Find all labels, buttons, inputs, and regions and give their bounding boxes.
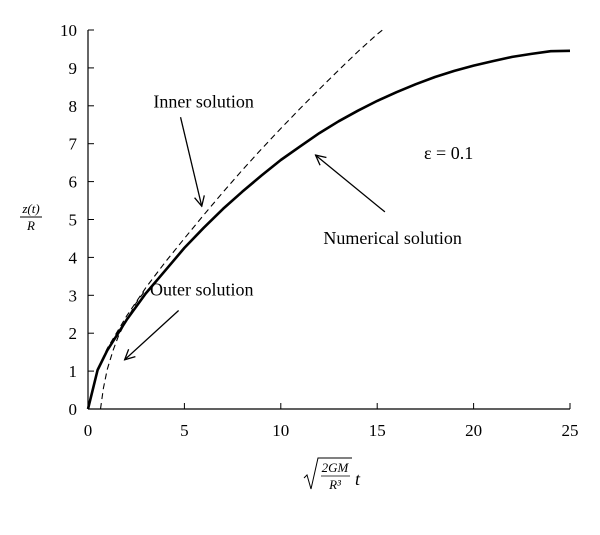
y-tick: 6 bbox=[69, 173, 94, 192]
x-tick: 5 bbox=[180, 403, 189, 440]
x-tick-label: 20 bbox=[465, 421, 482, 440]
y-axis-label-numerator: z(t) bbox=[21, 201, 39, 216]
x-axis-label: 2GM R³ t bbox=[303, 457, 361, 492]
y-tick-label: 9 bbox=[69, 59, 78, 78]
numerical-solution-annotation: Numerical solution bbox=[316, 155, 462, 248]
outer-solution-line bbox=[99, 289, 147, 410]
axes bbox=[87, 30, 570, 410]
x-tick-label: 0 bbox=[84, 421, 93, 440]
y-tick-label: 3 bbox=[69, 286, 78, 305]
numerical-solution-label: Numerical solution bbox=[323, 228, 461, 248]
inner-solution-line bbox=[87, 27, 386, 410]
y-tick-label: 10 bbox=[60, 21, 77, 40]
series bbox=[86, 27, 571, 410]
y-tick-label: 8 bbox=[69, 97, 78, 116]
y-tick: 3 bbox=[69, 286, 94, 305]
x-tick: 20 bbox=[465, 403, 482, 440]
x-tick-label: 15 bbox=[369, 421, 386, 440]
y-tick-label: 2 bbox=[69, 324, 78, 343]
y-tick-label: 5 bbox=[69, 211, 78, 230]
y-tick: 10 bbox=[60, 21, 94, 40]
annotations: Inner solution Numerical solution Outer so… bbox=[125, 92, 462, 360]
y-tick-label: 7 bbox=[69, 135, 78, 154]
numerical-solution-arrow bbox=[316, 155, 386, 213]
x-ticks: 0 5 10 15 20 25 bbox=[84, 403, 579, 440]
x-tick: 15 bbox=[369, 403, 386, 440]
x-tick: 25 bbox=[562, 403, 579, 440]
outer-solution-annotation: Outer solution bbox=[125, 279, 254, 359]
y-axis-label-denominator: R bbox=[26, 218, 35, 233]
y-tick: 9 bbox=[69, 59, 94, 78]
y-tick-label: 1 bbox=[69, 362, 78, 381]
inner-solution-annotation: Inner solution bbox=[153, 92, 254, 207]
x-tick: 10 bbox=[272, 403, 289, 440]
y-tick-label: 4 bbox=[69, 248, 78, 267]
sqrt-sign bbox=[303, 457, 352, 490]
outer-solution-arrow bbox=[125, 309, 180, 359]
y-tick: 5 bbox=[69, 211, 94, 230]
y-tick: 4 bbox=[69, 248, 94, 267]
x-axis-label-variable: t bbox=[355, 469, 361, 489]
x-axis-label-sqrt-denominator: R³ bbox=[328, 477, 342, 492]
x-tick-label: 5 bbox=[180, 421, 189, 440]
y-tick-label: 0 bbox=[69, 400, 78, 419]
x-tick-label: 25 bbox=[562, 421, 579, 440]
y-tick-label: 6 bbox=[69, 173, 78, 192]
y-axis-label: z(t) R bbox=[20, 201, 42, 233]
y-tick: 8 bbox=[69, 97, 94, 116]
x-axis-label-sqrt-numerator: 2GM bbox=[322, 460, 350, 475]
y-tick: 1 bbox=[69, 362, 94, 381]
y-ticks: 0 1 2 3 4 5 6 7 8 9 10 bbox=[60, 21, 94, 419]
y-tick: 2 bbox=[69, 324, 94, 343]
y-tick: 7 bbox=[69, 135, 94, 154]
inner-solution-arrow bbox=[179, 117, 202, 206]
outer-solution-label: Outer solution bbox=[150, 279, 254, 299]
inner-solution-label: Inner solution bbox=[153, 92, 254, 112]
epsilon-label: ε = 0.1 bbox=[424, 143, 473, 163]
numerical-solution-line bbox=[86, 49, 571, 410]
x-tick-label: 10 bbox=[272, 421, 289, 440]
